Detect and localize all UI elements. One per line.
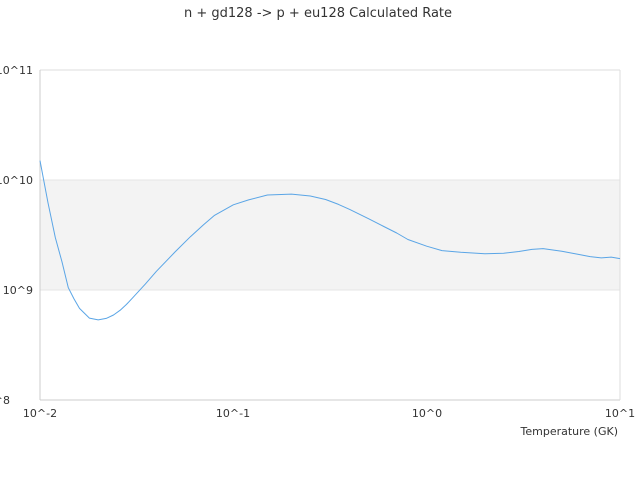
x-tick-label: 10^-2	[23, 407, 57, 420]
rate-series-line	[39, 160, 621, 321]
chart-title: n + gd128 -> p + eu128 Calculated Rate	[184, 6, 452, 21]
y-tick-label: 10^8	[0, 394, 10, 407]
x-tick-label: 10^-1	[216, 407, 250, 420]
y-tick-label: 10^11	[0, 64, 33, 77]
alternate-band	[40, 180, 620, 290]
plot-area	[39, 69, 621, 401]
series-layer	[39, 160, 621, 321]
y-tick-label: 10^10	[0, 174, 33, 187]
y-tick-labels: 10^8 10^9 10^10 10^11	[0, 64, 33, 407]
x-axis-title: Temperature (GK)	[520, 425, 619, 438]
x-tick-labels: 10^-2 10^-1 10^0 10^1	[23, 407, 635, 420]
x-tick-label: 10^0	[412, 407, 442, 420]
x-tick-label: 10^1	[605, 407, 635, 420]
y-tick-label: 10^9	[3, 284, 33, 297]
